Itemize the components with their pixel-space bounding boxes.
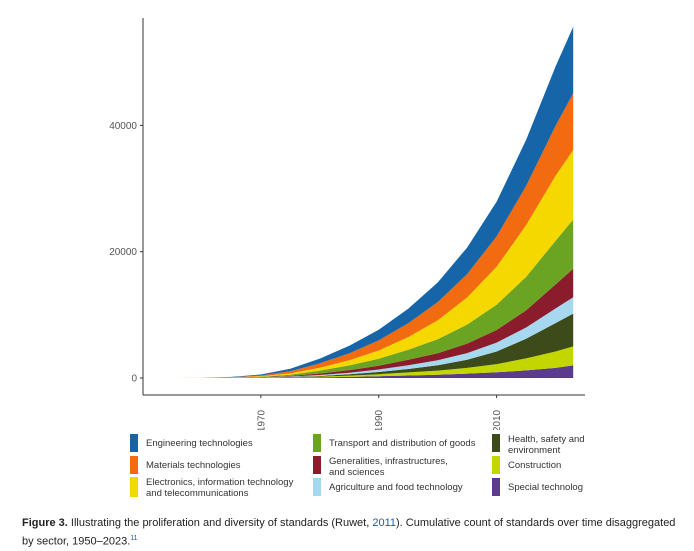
chart-axes: 0 20000 40000 1970 1990 2010 [109, 18, 585, 430]
citation-link[interactable]: 2011 [372, 517, 396, 529]
legend-swatch [313, 456, 321, 474]
legend-swatch [313, 478, 321, 496]
legend-label: Generalities, infrastructures, and scien… [329, 456, 448, 478]
legend-swatch [130, 477, 138, 497]
legend-label: Agriculture and food technology [329, 482, 463, 493]
legend-item-engineering: Engineering technologies [130, 434, 253, 452]
legend-item-electronics: Electronics, information technology and … [130, 477, 305, 499]
x-tick-label: 1990 [374, 409, 385, 430]
area-series-0 [172, 365, 574, 378]
chart-areas [172, 26, 574, 379]
footnote-ref[interactable]: 11 [130, 535, 138, 542]
y-tick-label: 20000 [109, 247, 137, 258]
legend-item-health: Health, safety and environment [492, 434, 602, 456]
legend-label: Transport and distribution of goods [329, 438, 476, 449]
legend-item-agriculture: Agriculture and food technology [313, 478, 463, 496]
stacked-area-chart: 0 20000 40000 1970 1990 2010 [109, 18, 585, 430]
legend-item-transport: Transport and distribution of goods [313, 434, 475, 452]
legend-swatch [492, 478, 500, 496]
legend-item-construction: Construction [492, 456, 561, 474]
x-tick-label: 1970 [256, 409, 267, 430]
legend-item-generalities: Generalities, infrastructures, and scien… [313, 456, 473, 478]
legend-swatch [130, 434, 138, 452]
area-series-1 [172, 346, 574, 378]
legend-label: Electronics, information technology and … [146, 477, 294, 499]
area-series-2 [172, 313, 574, 378]
legend-swatch [492, 456, 500, 474]
legend-item-special: Special technolog [492, 478, 583, 496]
legend-label: Engineering technologies [146, 438, 253, 449]
caption-text-start: Illustrating the proliferation and diver… [70, 517, 373, 529]
chart-legend: Engineering technologies Materials techn… [130, 432, 600, 502]
y-tick-label: 40000 [109, 121, 137, 132]
legend-swatch [313, 434, 321, 452]
figure-caption: Figure 3. Illustrating the proliferation… [22, 516, 687, 550]
area-series-4 [172, 268, 574, 378]
caption-text-end: ). Cumulative count of standards over ti… [22, 517, 676, 548]
legend-swatch [130, 456, 138, 474]
area-series-3 [172, 297, 574, 378]
legend-label: Special technolog [508, 482, 583, 493]
x-tick-label: 2010 [492, 409, 503, 430]
legend-label: Materials technologies [146, 460, 241, 471]
figure-label: Figure 3. [22, 517, 68, 529]
legend-label: Construction [508, 460, 562, 471]
legend-label: Health, safety and environment [508, 434, 585, 456]
legend-swatch [492, 434, 500, 452]
area-series-5 [172, 219, 574, 378]
legend-item-materials: Materials technologies [130, 456, 241, 474]
y-tick-label: 0 [131, 374, 137, 385]
